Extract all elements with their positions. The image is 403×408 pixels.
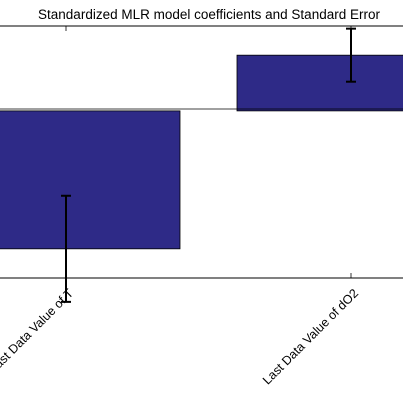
- x-tick-label-2: Last Data Value of dO2: [260, 286, 361, 387]
- x-ticks-layer: [65, 26, 352, 278]
- bar-1: [0, 110, 181, 250]
- x-tick-label-1: Last Data Value of T: [0, 286, 76, 376]
- error-bars-layer: [61, 27, 356, 303]
- bar-2: [236, 54, 403, 112]
- error-bar-1: [61, 194, 71, 303]
- chart-title: Standardized MLR model coefficients and …: [38, 7, 380, 22]
- x-tick-labels-layer: Last Data Value of T Last Data Value of d…: [0, 286, 361, 387]
